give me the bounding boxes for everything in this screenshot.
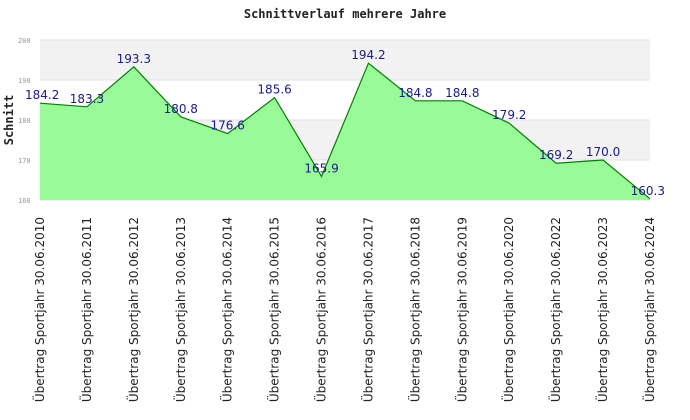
data-label: 184.8 xyxy=(445,86,479,100)
data-label: 176.6 xyxy=(211,119,245,133)
series-area xyxy=(40,63,650,201)
x-tick-labels: Übertrag Sportjahr 30.06.2010 Übertrag Sp… xyxy=(31,217,657,402)
chart-title: Schnittverlauf mehrere Jahre xyxy=(244,7,446,21)
data-label: 180.8 xyxy=(164,102,198,116)
data-label: 194.2 xyxy=(351,48,385,62)
y-tick-label: 170 xyxy=(18,157,31,165)
data-label: 169.2 xyxy=(539,148,573,162)
x-tick-label: Übertrag Sportjahr 30.06.2013 xyxy=(172,217,188,402)
series-line xyxy=(39,62,651,200)
x-tick-label: Übertrag Sportjahr 30.06.2012 xyxy=(125,217,141,402)
data-label: 183.3 xyxy=(70,92,104,106)
data-label: 185.6 xyxy=(257,83,291,97)
data-label: 193.3 xyxy=(117,52,151,66)
x-tick-label: Übertrag Sportjahr 30.06.2020 xyxy=(500,217,516,402)
data-label: 184.2 xyxy=(25,88,59,102)
x-tick-label: Übertrag Sportjahr 30.06.2016 xyxy=(313,217,329,402)
data-label: 179.2 xyxy=(492,108,526,122)
x-tick-label: Übertrag Sportjahr 30.06.2024 xyxy=(641,217,657,402)
y-tick-label: 160 xyxy=(18,197,31,205)
data-label: 165.9 xyxy=(304,161,338,175)
x-tick-label: Übertrag Sportjahr 30.06.2019 xyxy=(453,217,469,402)
x-tick-label: Übertrag Sportjahr 30.06.2014 xyxy=(219,217,235,402)
x-tick-label: Übertrag Sportjahr 30.06.2015 xyxy=(266,217,282,402)
data-label: 160.3 xyxy=(631,184,665,198)
x-tick-label: Übertrag Sportjahr 30.06.2010 xyxy=(31,217,47,402)
x-tick-label: Übertrag Sportjahr 30.06.2023 xyxy=(594,217,610,402)
y-tick-labels: 160 170 180 190 200 xyxy=(18,37,31,205)
y-tick-label: 180 xyxy=(18,117,31,125)
x-tick-label: Übertrag Sportjahr 30.06.2017 xyxy=(359,217,375,402)
x-tick-label: Übertrag Sportjahr 30.06.2018 xyxy=(406,217,422,402)
grid-band xyxy=(40,40,650,80)
data-label: 170.0 xyxy=(586,145,620,159)
x-tick-label: Übertrag Sportjahr 30.06.2022 xyxy=(547,217,563,402)
data-label: 184.8 xyxy=(398,86,432,100)
y-axis-label: Schnitt xyxy=(2,95,16,146)
data-labels: 184.2 183.3 193.3 180.8 176.6 185.6 165.9 194.2… xyxy=(25,48,665,198)
y-tick-label: 200 xyxy=(18,37,31,45)
y-tick-label: 190 xyxy=(18,77,31,85)
x-tick-label: Übertrag Sportjahr 30.06.2011 xyxy=(78,217,94,402)
